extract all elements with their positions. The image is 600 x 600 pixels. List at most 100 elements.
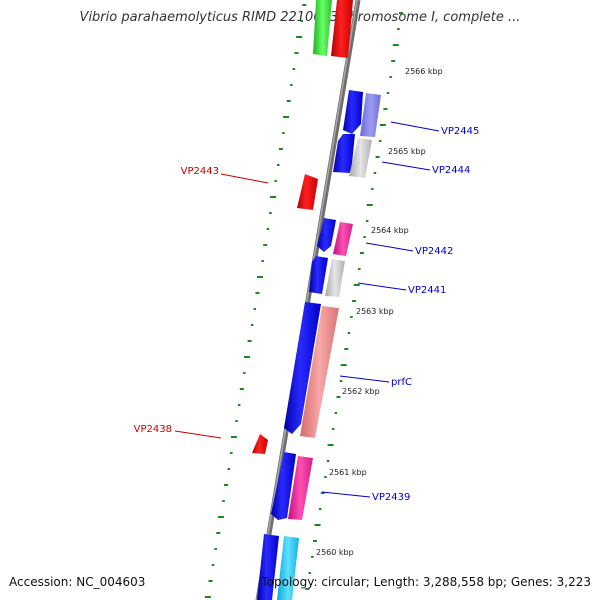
- gc-dot: [371, 188, 374, 190]
- gc-dot: [373, 172, 377, 174]
- gc-dot: [352, 300, 357, 302]
- gene-vp2444: [333, 134, 355, 173]
- gene-vp2445-outer: [360, 93, 381, 137]
- gc-dot: [263, 244, 268, 246]
- gc-dot: [283, 116, 290, 118]
- gc-dot: [327, 444, 334, 446]
- gene-features: [252, 0, 381, 600]
- gc-dot: [255, 292, 260, 294]
- gc-dot: [300, 20, 303, 22]
- gc-dot: [326, 460, 330, 462]
- tick-label-2562: 2562 kbp: [342, 387, 380, 396]
- gc-dot: [324, 476, 327, 478]
- gc-dot: [332, 428, 335, 430]
- gc-dot: [269, 212, 272, 214]
- gc-dot: [392, 44, 399, 46]
- gc-dot: [292, 68, 296, 70]
- gc-dot: [313, 540, 317, 542]
- gc-dot: [237, 404, 241, 406]
- kbp-tick-group: 2566 kbp 2565 kbp 2564 kbp 2563 kbp 2562…: [316, 67, 443, 557]
- gene-label-vp2442[interactable]: VP2442: [415, 246, 453, 257]
- gc-dot: [211, 564, 215, 566]
- gene-bottom-blue: [257, 534, 279, 600]
- gene-vp2438: [252, 434, 268, 454]
- gc-dot: [296, 36, 303, 38]
- gene-prfc-outer: [300, 306, 339, 438]
- gc-dot: [353, 284, 360, 286]
- gc-dot: [358, 268, 361, 270]
- gc-dot: [391, 60, 396, 62]
- gc-dot: [399, 12, 403, 14]
- gc-dot: [214, 548, 217, 550]
- accession-text: Accession: NC_004603: [9, 575, 146, 589]
- gc-dot: [235, 420, 238, 422]
- gc-dot: [261, 260, 264, 262]
- gene-label-prfc[interactable]: prfC: [391, 377, 412, 388]
- gc-dot: [318, 508, 322, 510]
- gc-dot: [397, 28, 400, 30]
- gc-dot: [204, 596, 211, 598]
- gc-dot: [308, 572, 311, 574]
- gene-prfc: [284, 302, 321, 434]
- tick-label-2561: 2561 kbp: [329, 468, 367, 477]
- gc-dot: [314, 524, 321, 526]
- gc-dot: [302, 4, 307, 6]
- gene-vp2441-outer: [325, 259, 345, 297]
- gene-vp2442: [317, 218, 336, 252]
- gc-dot: [290, 84, 293, 86]
- gc-dot: [305, 588, 310, 590]
- gc-dot: [340, 364, 347, 366]
- gc-dot: [227, 468, 230, 470]
- gene-vp2439: [271, 452, 296, 520]
- tick-label-2560: 2560 kbp: [316, 548, 354, 557]
- gene-vp2443: [297, 174, 318, 210]
- gc-dot: [270, 196, 277, 198]
- gc-dot: [216, 532, 221, 534]
- gc-dot: [224, 484, 229, 486]
- gene-vp2442-outer: [333, 222, 353, 256]
- gc-dot: [365, 220, 369, 222]
- gc-dot: [363, 236, 366, 238]
- gene-vp2439-outer: [288, 456, 313, 520]
- gene-label-vp2439[interactable]: VP2439: [372, 492, 410, 503]
- gc-dot: [379, 124, 386, 126]
- gc-dot: [244, 356, 250, 358]
- gc-dot: [375, 156, 380, 158]
- gene-vp2441: [309, 256, 328, 294]
- gc-dot: [347, 332, 351, 334]
- gc-dot: [311, 556, 314, 558]
- topology-text: Topology: circular; Length: 3,288,558 bp…: [261, 575, 591, 589]
- gene-label-vp2441[interactable]: VP2441: [408, 285, 446, 296]
- gc-dot: [359, 252, 364, 254]
- gene-vp2445: [343, 90, 363, 134]
- tick-label-2566: 2566 kbp: [405, 67, 443, 76]
- tick-label-2565: 2565 kbp: [388, 147, 426, 156]
- gene-top-green: [313, 0, 332, 56]
- gene-label-vp2444[interactable]: VP2444: [432, 165, 470, 176]
- gc-dot: [344, 348, 349, 350]
- gc-dot: [266, 228, 270, 230]
- gc-dot: [350, 316, 353, 318]
- tick-label-2563: 2563 kbp: [356, 307, 394, 316]
- gene-label-group: VP2445 VP2444 VP2443 VP2442 VP2441 prfC …: [134, 121, 479, 503]
- gc-content-track-inner: [204, 4, 307, 598]
- gene-label-vp2438[interactable]: VP2438: [134, 424, 172, 435]
- gene-label-vp2445[interactable]: VP2445: [441, 126, 479, 137]
- gc-dot: [278, 148, 283, 150]
- gc-dot: [336, 396, 341, 398]
- gc-dot: [286, 100, 291, 102]
- gc-dot: [243, 372, 246, 374]
- gc-dot: [366, 204, 373, 206]
- gc-dot: [208, 580, 213, 582]
- gc-dot: [247, 340, 252, 342]
- map-title: Vibrio parahaemolyticus RIMD 2210633 chr…: [79, 10, 521, 25]
- gc-dot: [294, 52, 299, 54]
- gc-dot: [389, 76, 392, 78]
- gc-dot: [386, 92, 390, 94]
- gene-vp2444-outer: [349, 138, 372, 178]
- gc-dot: [282, 132, 285, 134]
- gc-dot: [383, 108, 388, 110]
- gc-content-track-outer: [305, 12, 403, 590]
- gene-label-vp2443[interactable]: VP2443: [181, 166, 219, 177]
